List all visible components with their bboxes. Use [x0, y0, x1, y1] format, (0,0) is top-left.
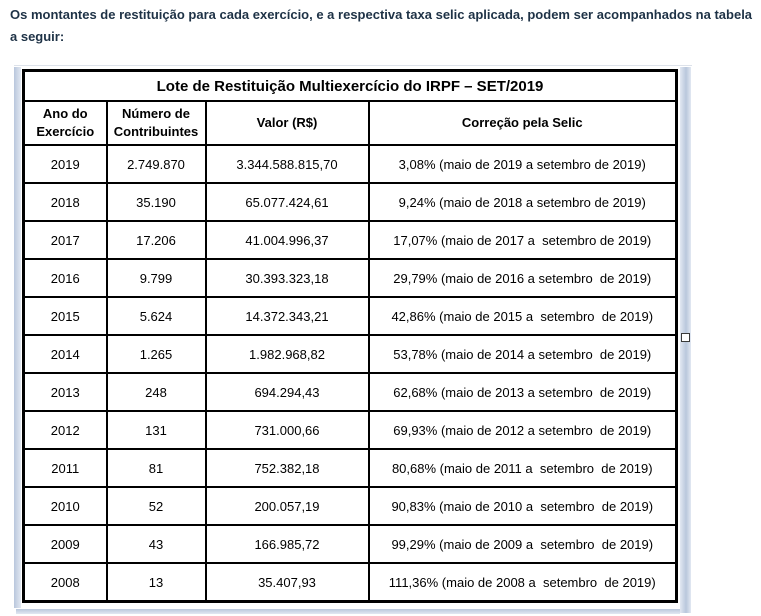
- cell-valor: 35.407,93: [204, 562, 370, 603]
- cell-valor: 30.393.323,18: [204, 258, 370, 298]
- cell-numero-contribuintes: 131: [105, 410, 207, 450]
- cell-numero-contribuintes: 5.624: [105, 296, 207, 336]
- intro-paragraph: Os montantes de restituição para cada ex…: [10, 7, 753, 44]
- cell-correcao-selic: 69,93% (maio de 2012 a setembro de 2019): [367, 410, 678, 450]
- table-row: 2013 248 694.294,43 62,68% (maio de 2013…: [22, 372, 678, 412]
- table-row: 2017 17.206 41.004.996,37 17,07% (maio d…: [22, 220, 678, 260]
- cell-correcao-selic: 3,08% (maio de 2019 a setembro de 2019): [367, 144, 678, 184]
- col-header-numero-contribuintes: Número de Contribuintes: [105, 100, 207, 146]
- cell-numero-contribuintes: 13: [105, 562, 207, 603]
- cell-correcao-selic: 17,07% (maio de 2017 a setembro de 2019): [367, 220, 678, 260]
- cell-ano-exercicio: 2010: [22, 486, 108, 526]
- cell-ano-exercicio: 2013: [22, 372, 108, 412]
- cell-valor: 14.372.343,21: [204, 296, 370, 336]
- cell-correcao-selic: 62,68% (maio de 2013 a setembro de 2019): [367, 372, 678, 412]
- table-row: 2018 35.190 65.077.424,61 9,24% (maio de…: [22, 182, 678, 222]
- cell-ano-exercicio: 2014: [22, 334, 108, 374]
- cell-correcao-selic: 99,29% (maio de 2009 a setembro de 2019): [367, 524, 678, 564]
- cell-numero-contribuintes: 1.265: [105, 334, 207, 374]
- col-header-correcao-selic: Correção pela Selic: [367, 100, 678, 146]
- cell-numero-contribuintes: 2.749.870: [105, 144, 207, 184]
- cell-ano-exercicio: 2009: [22, 524, 108, 564]
- table-row: 2008 13 35.407,93 111,36% (maio de 2008 …: [22, 562, 678, 603]
- cell-valor: 752.382,18: [204, 448, 370, 488]
- cell-ano-exercicio: 2011: [22, 448, 108, 488]
- col-header-valor: Valor (R$): [204, 100, 370, 146]
- embedded-table-object[interactable]: Lote de Restituição Multiexercício do IR…: [14, 65, 692, 616]
- table-row: 2015 5.624 14.372.343,21 42,86% (maio de…: [22, 296, 678, 336]
- table-title: Lote de Restituição Multiexercício do IR…: [22, 69, 678, 102]
- cell-correcao-selic: 111,36% (maio de 2008 a setembro de 2019…: [367, 562, 678, 603]
- cell-ano-exercicio: 2018: [22, 182, 108, 222]
- table-title-row: Lote de Restituição Multiexercício do IR…: [22, 69, 678, 102]
- table-row: 2012 131 731.000,66 69,93% (maio de 2012…: [22, 410, 678, 450]
- cell-ano-exercicio: 2008: [22, 562, 108, 603]
- cell-correcao-selic: 29,79% (maio de 2016 a setembro de 2019): [367, 258, 678, 298]
- cell-ano-exercicio: 2019: [22, 144, 108, 184]
- cell-numero-contribuintes: 52: [105, 486, 207, 526]
- table-body: 2019 2.749.870 3.344.588.815,70 3,08% (m…: [22, 144, 678, 603]
- table-row: 2019 2.749.870 3.344.588.815,70 3,08% (m…: [22, 144, 678, 184]
- cell-valor: 731.000,66: [204, 410, 370, 450]
- resize-handle[interactable]: [681, 333, 690, 342]
- cell-ano-exercicio: 2015: [22, 296, 108, 336]
- table-row: 2016 9.799 30.393.323,18 29,79% (maio de…: [22, 258, 678, 298]
- cell-numero-contribuintes: 17.206: [105, 220, 207, 260]
- cell-numero-contribuintes: 9.799: [105, 258, 207, 298]
- cell-numero-contribuintes: 81: [105, 448, 207, 488]
- cell-valor: 166.985,72: [204, 524, 370, 564]
- table-row: 2009 43 166.985,72 99,29% (maio de 2009 …: [22, 524, 678, 564]
- table-row: 2011 81 752.382,18 80,68% (maio de 2011 …: [22, 448, 678, 488]
- table-row: 2014 1.265 1.982.968,82 53,78% (maio de …: [22, 334, 678, 374]
- cell-correcao-selic: 42,86% (maio de 2015 a setembro de 2019): [367, 296, 678, 336]
- cell-ano-exercicio: 2017: [22, 220, 108, 260]
- cell-correcao-selic: 90,83% (maio de 2010 a setembro de 2019): [367, 486, 678, 526]
- object-edge-left: [14, 67, 21, 608]
- cell-numero-contribuintes: 43: [105, 524, 207, 564]
- cell-valor: 3.344.588.815,70: [204, 144, 370, 184]
- cell-correcao-selic: 9,24% (maio de 2018 a setembro de 2019): [367, 182, 678, 222]
- cell-numero-contribuintes: 248: [105, 372, 207, 412]
- table-header-row: Ano do Exercício Número de Contribuintes…: [22, 100, 678, 146]
- cell-valor: 694.294,43: [204, 372, 370, 412]
- cell-valor: 65.077.424,61: [204, 182, 370, 222]
- cell-valor: 200.057,19: [204, 486, 370, 526]
- table-row: 2010 52 200.057,19 90,83% (maio de 2010 …: [22, 486, 678, 526]
- cell-correcao-selic: 80,68% (maio de 2011 a setembro de 2019): [367, 448, 678, 488]
- cell-valor: 41.004.996,37: [204, 220, 370, 260]
- cell-correcao-selic: 53,78% (maio de 2014 a setembro de 2019): [367, 334, 678, 374]
- cell-ano-exercicio: 2012: [22, 410, 108, 450]
- col-header-ano-exercicio: Ano do Exercício: [22, 100, 108, 146]
- cell-numero-contribuintes: 35.190: [105, 182, 207, 222]
- cell-ano-exercicio: 2016: [22, 258, 108, 298]
- cell-valor: 1.982.968,82: [204, 334, 370, 374]
- object-edge-bottom: [16, 609, 680, 614]
- restitution-table: Lote de Restituição Multiexercício do IR…: [22, 69, 679, 603]
